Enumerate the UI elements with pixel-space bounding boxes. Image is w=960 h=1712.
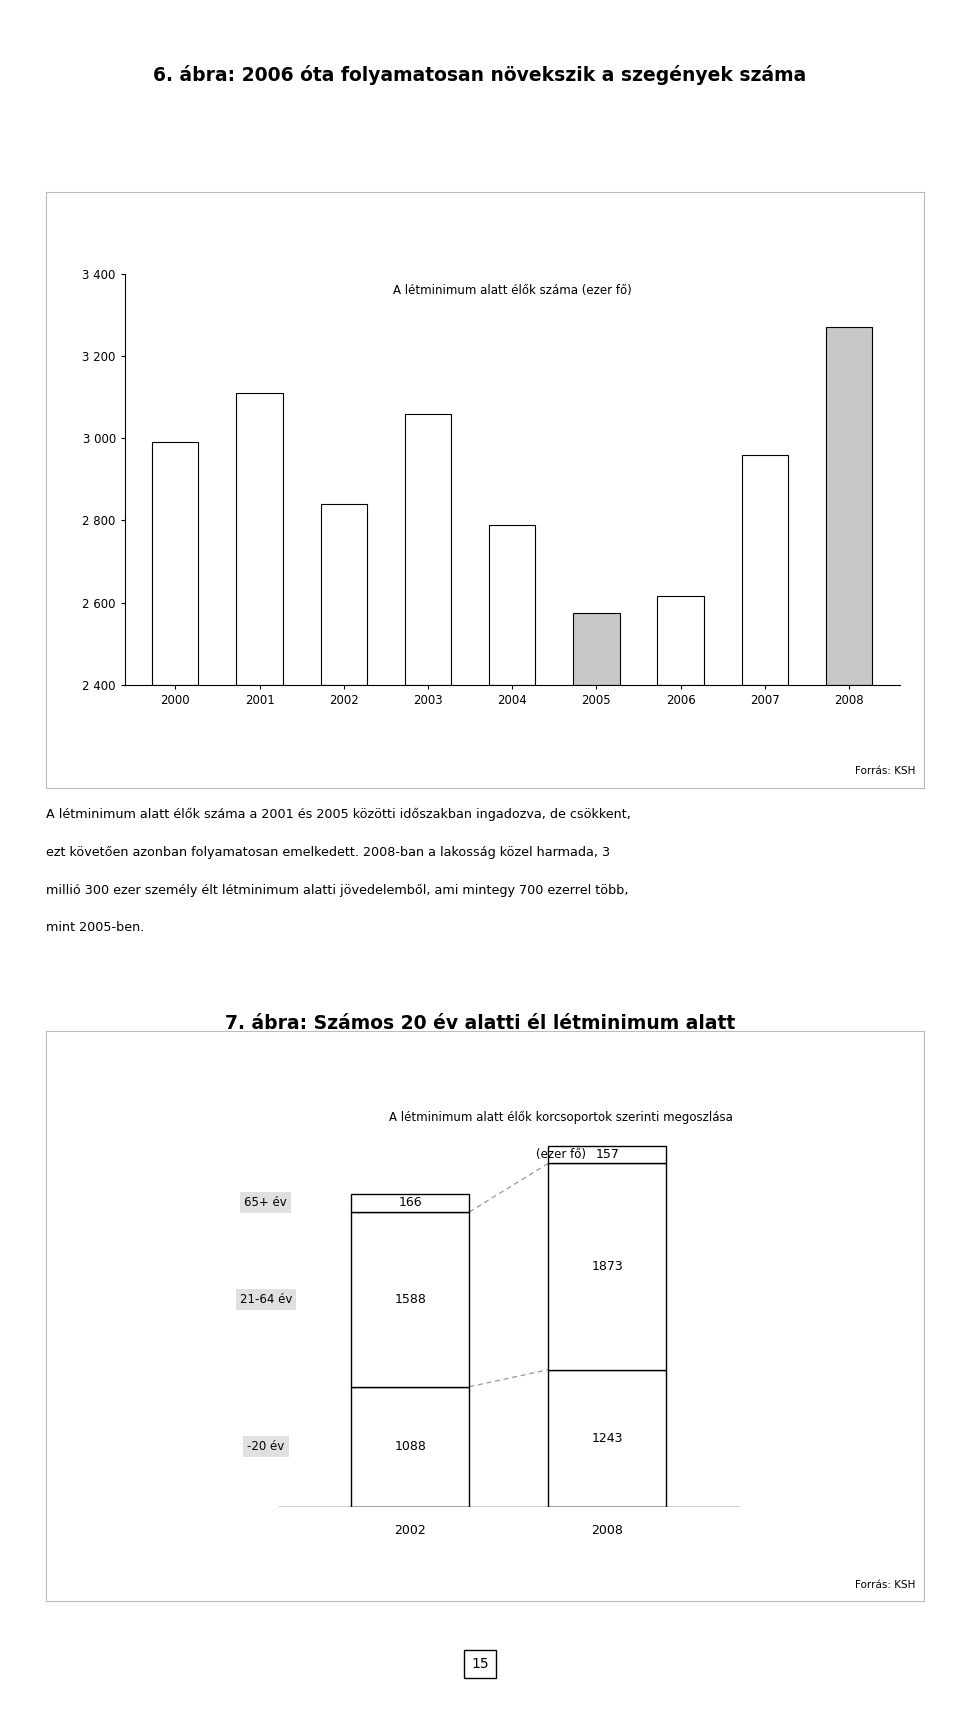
- Text: 2008: 2008: [591, 1524, 623, 1537]
- Bar: [351, 1212, 469, 1387]
- Text: /: /: [81, 1055, 85, 1067]
- Text: 2002: 2002: [395, 1524, 426, 1537]
- Text: 7. ábra: Számos 20 év alatti él létminimum alatt: 7. ábra: Számos 20 év alatti él létminim…: [225, 1014, 735, 1032]
- Bar: [351, 1387, 469, 1507]
- Text: /: /: [70, 219, 75, 233]
- Text: 6. ábra: 2006 óta folyamatosan növekszik a szegények száma: 6. ábra: 2006 óta folyamatosan növekszik…: [154, 65, 806, 86]
- Bar: [742, 455, 788, 685]
- Text: 166: 166: [398, 1197, 422, 1209]
- Text: Forrás: KSH: Forrás: KSH: [855, 765, 916, 776]
- Text: A létminimum alatt élők korcsoportok szerinti megoszlása: A létminimum alatt élők korcsoportok sze…: [390, 1111, 733, 1125]
- Text: /: /: [60, 219, 64, 233]
- Text: Forrás: KSH: Forrás: KSH: [855, 1580, 916, 1590]
- Text: /: /: [60, 1055, 64, 1067]
- Bar: [573, 613, 619, 685]
- Text: (ezer fő): (ezer fő): [537, 1149, 587, 1161]
- Bar: [548, 1164, 666, 1370]
- Text: 15: 15: [471, 1657, 489, 1671]
- Text: ezt követően azonban folyamatosan emelkedett. 2008-ban a lakosság közel harmada,: ezt követően azonban folyamatosan emelke…: [46, 846, 611, 859]
- Text: A létminimum alatt élők száma (ezer fő): A létminimum alatt élők száma (ezer fő): [393, 284, 632, 296]
- Text: 157: 157: [595, 1149, 619, 1161]
- Text: -20 év: -20 év: [248, 1440, 284, 1453]
- Text: mint 2005-ben.: mint 2005-ben.: [46, 921, 144, 935]
- Text: 21-64 év: 21-64 év: [240, 1293, 292, 1306]
- Bar: [321, 503, 367, 685]
- Bar: [548, 1145, 666, 1164]
- Bar: [351, 1193, 469, 1212]
- Bar: [658, 596, 704, 685]
- Bar: [548, 1370, 666, 1507]
- Bar: [236, 394, 282, 685]
- Bar: [405, 414, 451, 685]
- Text: 65+ év: 65+ év: [245, 1197, 287, 1209]
- Bar: [489, 524, 536, 685]
- Bar: [826, 327, 872, 685]
- Text: 1588: 1588: [395, 1293, 426, 1306]
- Text: 1873: 1873: [591, 1260, 623, 1274]
- Text: /: /: [70, 1055, 75, 1067]
- Text: 1088: 1088: [395, 1440, 426, 1453]
- Text: 1243: 1243: [591, 1431, 623, 1445]
- Text: /: /: [81, 219, 85, 233]
- Text: A létminimum alatt élők száma a 2001 és 2005 közötti időszakban ingadozva, de cs: A létminimum alatt élők száma a 2001 és …: [46, 808, 631, 822]
- Bar: [153, 442, 199, 685]
- Text: millió 300 ezer személy élt létminimum alatti jövedelemből, ami mintegy 700 ezer: millió 300 ezer személy élt létminimum a…: [46, 883, 629, 897]
